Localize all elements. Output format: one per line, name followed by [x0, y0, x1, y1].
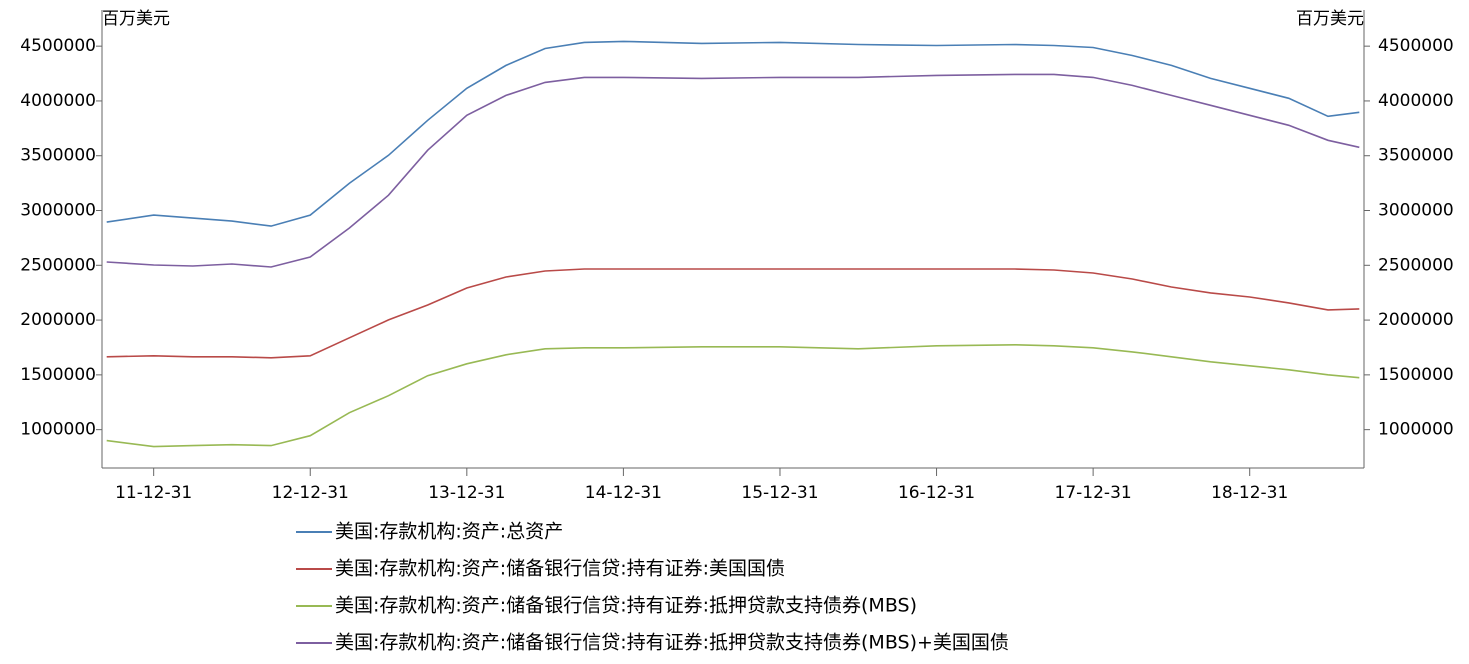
- legend-label: 美国:存款机构:资产:总资产: [335, 521, 563, 543]
- y2-tick-label: 1500000: [1378, 365, 1454, 385]
- x-tick-label: 15-12-31: [741, 483, 818, 503]
- y2-tick-label: 3000000: [1378, 201, 1454, 221]
- series-line: [106, 73, 1360, 268]
- y-tick-label: 4000000: [20, 91, 96, 111]
- x-tick-label: 17-12-31: [1055, 483, 1132, 503]
- x-tick-label: 11-12-31: [115, 483, 192, 503]
- x-tick-label: 12-12-31: [272, 483, 349, 503]
- series-line: [106, 343, 1360, 448]
- y2-tick-label: 1000000: [1378, 420, 1454, 440]
- y2-axis-unit: 百万美元: [1296, 9, 1364, 29]
- legend: 美国:存款机构:资产:总资产美国:存款机构:资产:储备银行信贷:持有证券:美国国…: [296, 521, 1009, 654]
- y2-tick-label: 2500000: [1378, 255, 1454, 275]
- x-tick-label: 14-12-31: [585, 483, 662, 503]
- x-tick-label: 16-12-31: [898, 483, 975, 503]
- y2-tick-label: 3500000: [1378, 146, 1454, 166]
- series-line: [106, 40, 1360, 227]
- y-tick-label: 3000000: [20, 201, 96, 221]
- legend-label: 美国:存款机构:资产:储备银行信贷:持有证券:美国国债: [335, 558, 785, 580]
- y-tick-label: 4500000: [20, 36, 96, 56]
- series-line: [106, 268, 1360, 359]
- y-tick-label: 1000000: [20, 420, 96, 440]
- legend-label: 美国:存款机构:资产:储备银行信贷:持有证券:抵押贷款支持债券(MBS): [335, 595, 917, 617]
- y2-tick-label: 4000000: [1378, 91, 1454, 111]
- x-tick-label: 13-12-31: [428, 483, 505, 503]
- y-tick-label: 2000000: [20, 310, 96, 330]
- y-axis-unit: 百万美元: [102, 9, 170, 29]
- x-tick-label: 18-12-31: [1211, 483, 1288, 503]
- y2-tick-label: 2000000: [1378, 310, 1454, 330]
- y-tick-label: 2500000: [20, 255, 96, 275]
- y-tick-label: 3500000: [20, 146, 96, 166]
- legend-label: 美国:存款机构:资产:储备银行信贷:持有证券:抵押贷款支持债券(MBS)+美国国…: [335, 632, 1009, 654]
- y2-tick-label: 4500000: [1378, 36, 1454, 56]
- y-tick-label: 1500000: [20, 365, 96, 385]
